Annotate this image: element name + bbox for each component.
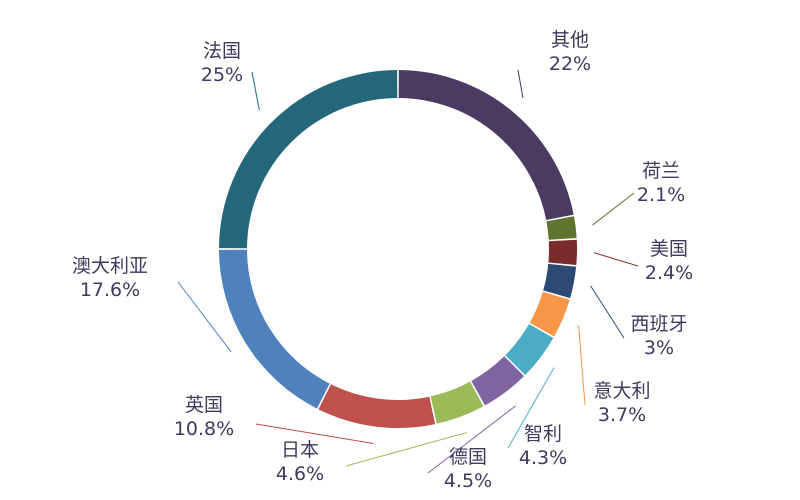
slice-label-name: 英国 bbox=[185, 394, 223, 416]
slice-label-name: 德国 bbox=[449, 446, 487, 468]
donut-slices bbox=[219, 70, 577, 428]
slice-美国 bbox=[548, 239, 577, 265]
slice-label-value: 4.3% bbox=[519, 447, 567, 469]
slice-label-value: 22% bbox=[549, 53, 591, 75]
slice-意大利 bbox=[529, 291, 570, 337]
slice-label-value: 10.8% bbox=[174, 418, 234, 440]
slice-其他 bbox=[398, 70, 574, 220]
slice-智利 bbox=[505, 324, 554, 375]
leader-line-美国 bbox=[593, 252, 639, 267]
slice-德国 bbox=[471, 356, 524, 406]
leader-line-其他 bbox=[517, 69, 524, 99]
slice-label-value: 2.1% bbox=[637, 184, 685, 206]
leader-line-智利 bbox=[507, 367, 555, 449]
leader-line-法国 bbox=[251, 71, 260, 111]
slice-label-value: 3.7% bbox=[598, 404, 646, 426]
leader-line-英国 bbox=[255, 423, 374, 444]
slice-label-name: 西班牙 bbox=[630, 313, 687, 335]
slice-英国 bbox=[318, 384, 436, 428]
slice-label-name: 荷兰 bbox=[642, 160, 680, 182]
slice-label-value: 3% bbox=[644, 337, 674, 359]
slice-label-name: 澳大利亚 bbox=[72, 255, 148, 277]
leader-line-意大利 bbox=[578, 325, 586, 406]
leader-line-日本 bbox=[345, 432, 467, 467]
slice-荷兰 bbox=[546, 216, 577, 240]
slice-西班牙 bbox=[543, 263, 577, 299]
slice-label-value: 4.6% bbox=[276, 463, 324, 485]
slice-label-name: 其他 bbox=[551, 29, 589, 51]
slice-法国 bbox=[219, 70, 398, 249]
slice-label-name: 法国 bbox=[203, 40, 241, 62]
slice-label-value: 2.4% bbox=[645, 262, 693, 284]
leader-line-澳大利亚 bbox=[177, 281, 232, 353]
leader-line-荷兰 bbox=[592, 192, 635, 226]
slice-label-name: 美国 bbox=[650, 238, 688, 260]
slice-label-name: 智利 bbox=[524, 423, 562, 445]
leader-line-西班牙 bbox=[590, 285, 625, 339]
slice-label-name: 日本 bbox=[281, 439, 319, 461]
slice-label-value: 17.6% bbox=[80, 279, 140, 301]
slice-日本 bbox=[430, 381, 484, 424]
slice-label-value: 4.5% bbox=[444, 470, 492, 492]
slice-澳大利亚 bbox=[219, 249, 330, 409]
slice-label-value: 25% bbox=[201, 64, 243, 86]
leader-lines bbox=[177, 69, 639, 474]
slice-label-name: 意大利 bbox=[593, 380, 650, 402]
leader-line-德国 bbox=[427, 405, 516, 474]
